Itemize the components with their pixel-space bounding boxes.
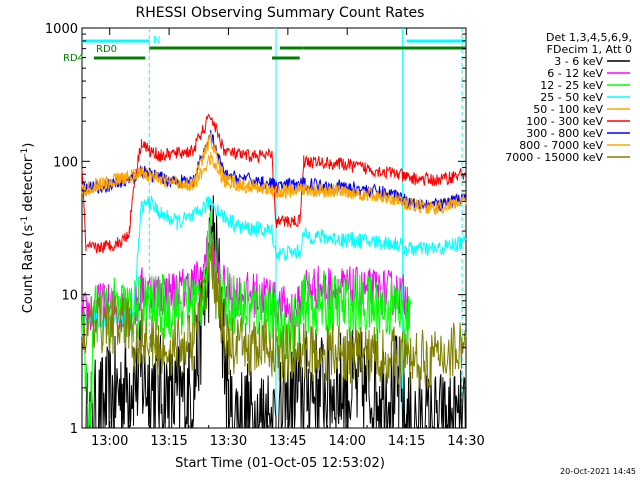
x-tick-label-6: 14:30 bbox=[447, 434, 484, 449]
x-axis-label: Start Time (01-Oct-05 12:53:02) bbox=[175, 456, 385, 471]
legend-header-line-1: Det 1,3,4,5,6,9, bbox=[546, 31, 632, 44]
legend-label-7: 800 - 7000 keV bbox=[519, 139, 603, 152]
y-axis-label-main: Count Rate (s bbox=[21, 225, 36, 314]
legend-label-6: 300 - 800 keV bbox=[526, 127, 603, 140]
series-line-5 bbox=[81, 113, 467, 254]
y-tick-labels: 1 10 100 1000 bbox=[45, 22, 78, 437]
axis-ticks bbox=[82, 27, 467, 429]
x-tick-label-5: 14:15 bbox=[388, 434, 425, 449]
legend-label-1: 6 - 12 keV bbox=[547, 67, 603, 80]
chart-title: RHESSI Observing Summary Count Rates bbox=[136, 5, 425, 21]
series-line-3 bbox=[81, 195, 467, 329]
y-axis-label-end: ) bbox=[21, 143, 36, 148]
y-axis-label: Count Rate (s-1 detector-1) bbox=[20, 143, 36, 314]
legend: Det 1,3,4,5,6,9, FDecim 1, Att 0 3 - 6 k… bbox=[505, 31, 632, 164]
x-tick-label-2: 13:30 bbox=[210, 434, 247, 449]
x-tick-labels: 13:00 13:15 13:30 13:45 14:00 14:15 14:30 bbox=[91, 434, 485, 449]
y-tick-label-2: 100 bbox=[53, 155, 78, 170]
plot-area bbox=[81, 27, 467, 430]
series-line-7 bbox=[81, 133, 467, 215]
y-tick-label-0: 1 bbox=[70, 422, 78, 437]
series-line-1 bbox=[81, 222, 411, 337]
legend-header-line-2: FDecim 1, Att 0 bbox=[547, 43, 632, 56]
legend-label-8: 7000 - 15000 keV bbox=[505, 151, 603, 164]
flag-label-rd4: RD4 bbox=[63, 53, 84, 64]
y-axis-label-sup2: -1 bbox=[20, 148, 30, 157]
y-axis-label-sup1: -1 bbox=[20, 216, 30, 225]
observing-flags bbox=[82, 39, 466, 60]
legend-label-4: 50 - 100 keV bbox=[533, 103, 603, 116]
y-tick-label-1: 10 bbox=[61, 289, 78, 304]
x-tick-label-4: 14:00 bbox=[329, 434, 366, 449]
y-axis-label-mid: detector bbox=[21, 156, 36, 216]
legend-label-3: 25 - 50 keV bbox=[540, 91, 603, 104]
series-line-0 bbox=[85, 195, 467, 430]
series-line-8 bbox=[81, 233, 467, 389]
plot-frame bbox=[81, 27, 467, 429]
legend-label-5: 100 - 300 keV bbox=[526, 115, 603, 128]
flag-label-rd0: RD0 bbox=[96, 44, 117, 55]
plot-timestamp: 20-Oct-2021 14:45 bbox=[560, 467, 636, 476]
x-tick-label-1: 13:15 bbox=[150, 434, 187, 449]
flag-label-n: N bbox=[153, 35, 160, 46]
y-tick-label-3: 1000 bbox=[45, 22, 78, 37]
legend-label-2: 12 - 25 keV bbox=[540, 79, 603, 92]
series-group bbox=[81, 113, 467, 430]
legend-label-0: 3 - 6 keV bbox=[554, 55, 603, 68]
x-tick-label-0: 13:00 bbox=[91, 434, 128, 449]
x-tick-label-3: 13:45 bbox=[269, 434, 306, 449]
